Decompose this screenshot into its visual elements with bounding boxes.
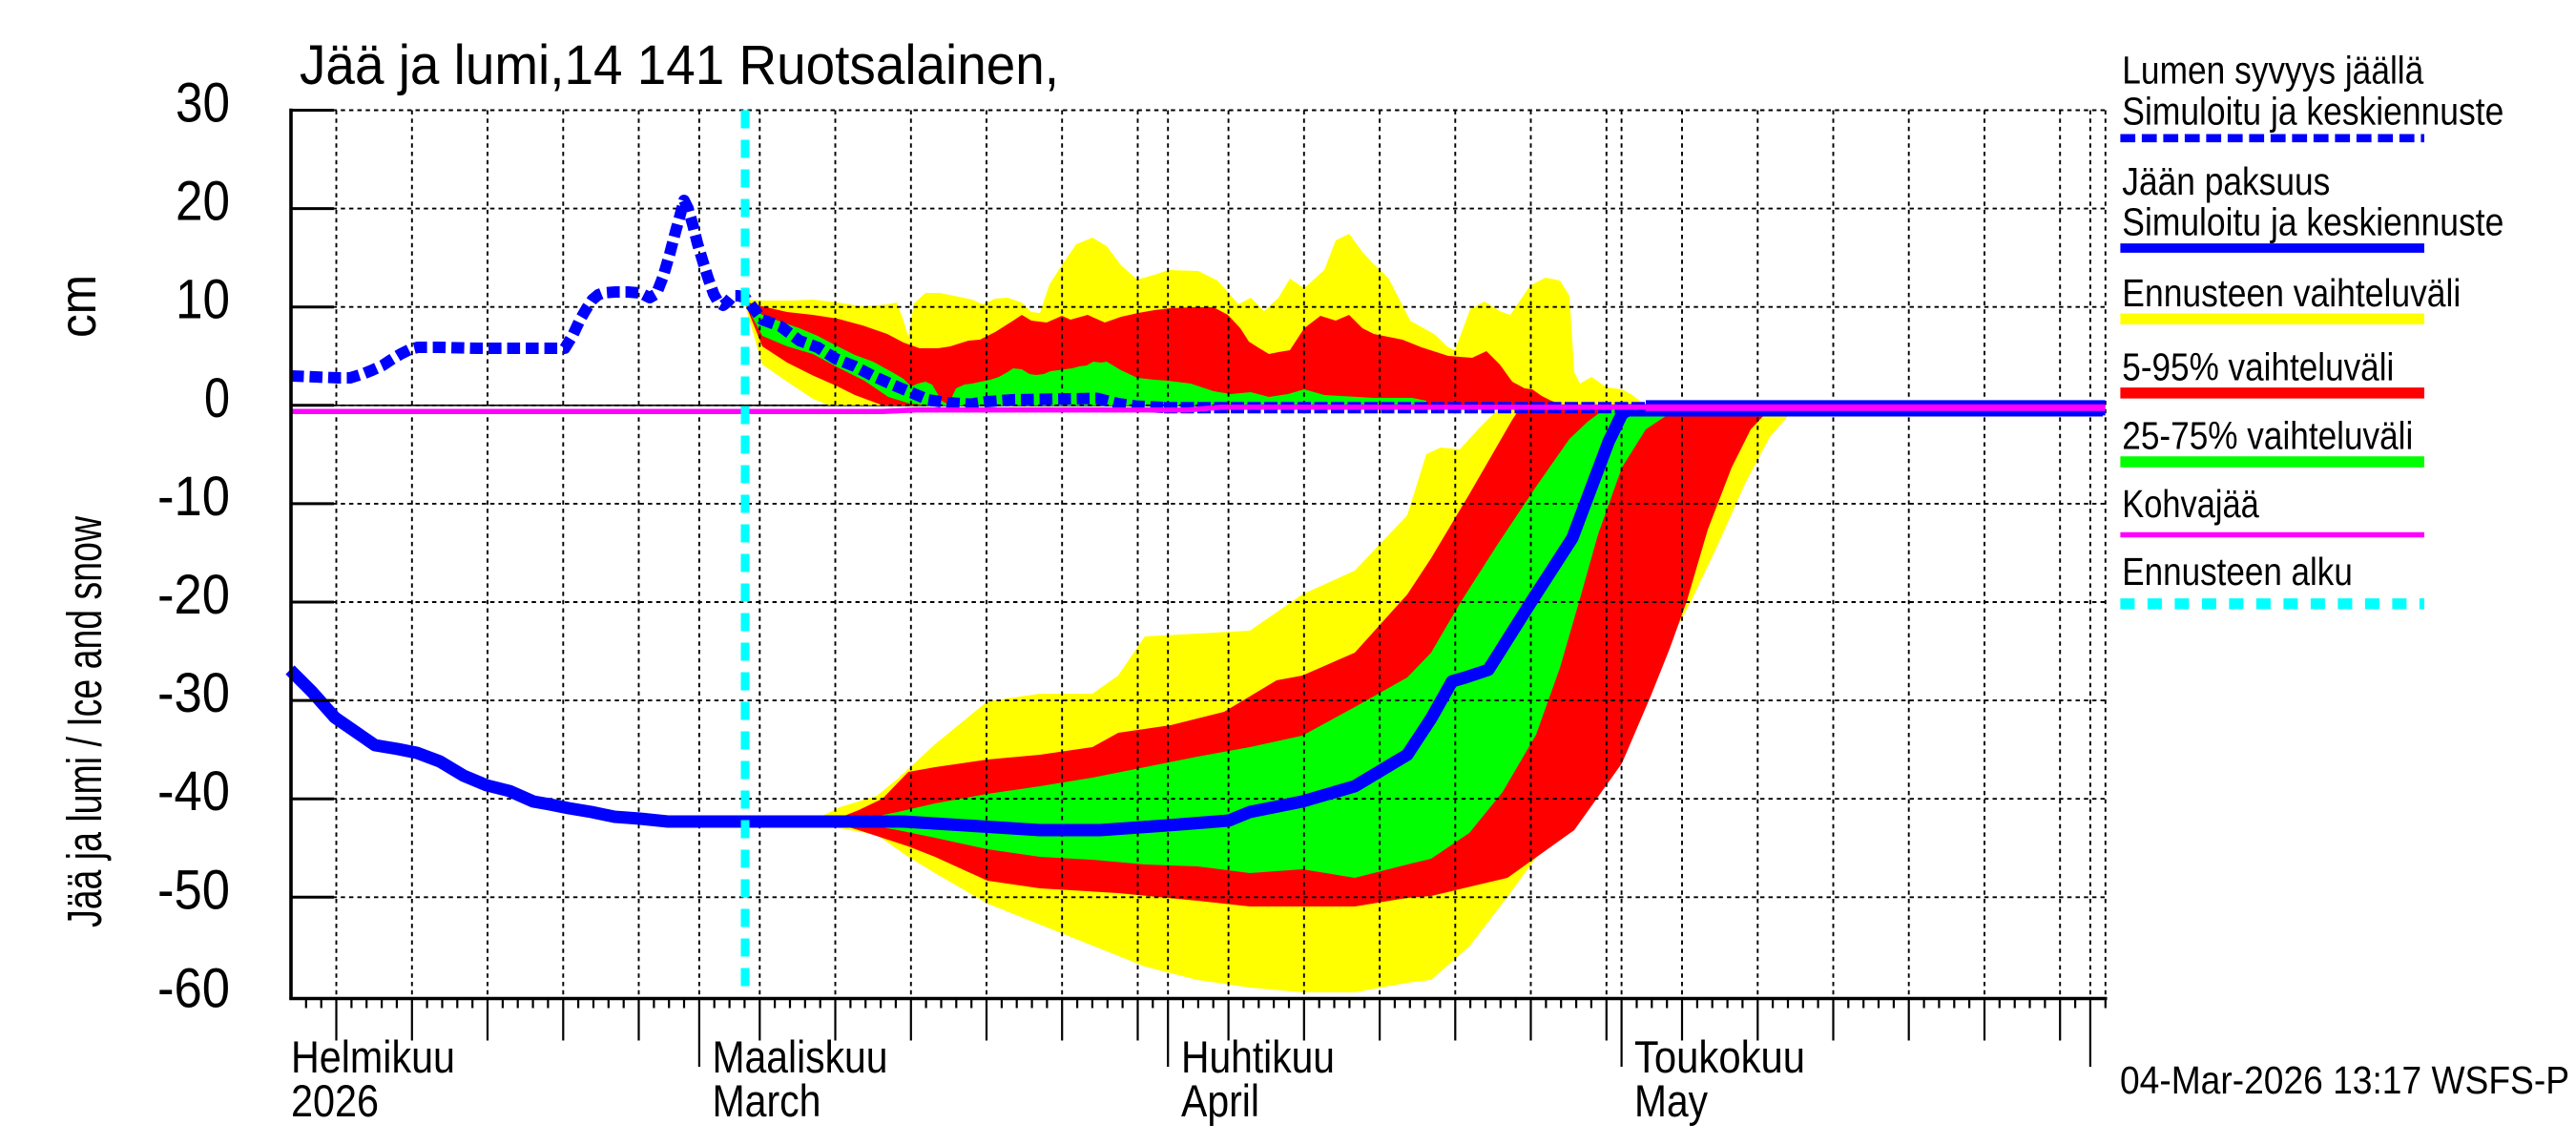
svg-text:-10: -10 [157,466,230,528]
svg-text:-50: -50 [157,859,230,921]
svg-text:Ennusteen vaihteluväli: Ennusteen vaihteluväli [2122,271,2461,315]
svg-text:-40: -40 [157,760,230,822]
svg-text:Kohvajää: Kohvajää [2122,482,2259,526]
svg-text:Toukokuu: Toukokuu [1634,1031,1805,1082]
svg-text:30: 30 [176,73,230,135]
svg-text:-20: -20 [157,564,230,626]
svg-text:5-95% vaihteluväli: 5-95% vaihteluväli [2122,344,2394,388]
svg-text:Huhtikuu: Huhtikuu [1181,1031,1335,1082]
svg-text:Simuloitu ja keskiennuste: Simuloitu ja keskiennuste [2122,199,2503,243]
svg-text:Jään paksuus: Jään paksuus [2122,159,2330,203]
svg-text:-30: -30 [157,662,230,724]
svg-text:Helmikuu: Helmikuu [291,1031,455,1082]
svg-text:-60: -60 [157,957,230,1019]
svg-text:Simuloitu ja keskiennuste: Simuloitu ja keskiennuste [2122,90,2503,134]
svg-text:April: April [1181,1075,1259,1126]
svg-text:10: 10 [176,269,230,331]
svg-text:May: May [1634,1075,1708,1126]
svg-text:cm: cm [50,275,107,338]
svg-text:Jää ja lumi / Ice and snow: Jää ja lumi / Ice and snow [57,516,112,927]
svg-text:20: 20 [176,171,230,233]
svg-text:Lumen syvyys jäällä: Lumen syvyys jäällä [2122,49,2423,93]
svg-text:Maaliskuu: Maaliskuu [713,1031,888,1082]
svg-text:2026: 2026 [291,1075,379,1126]
svg-text:25-75% vaihteluväli: 25-75% vaihteluväli [2122,414,2413,458]
svg-text:0: 0 [204,367,230,429]
svg-text:Jää ja lumi,14 141 Ruotsalaine: Jää ja lumi,14 141 Ruotsalainen, [300,34,1059,96]
svg-text:04-Mar-2026 13:17 WSFS-P: 04-Mar-2026 13:17 WSFS-P [2120,1058,2569,1102]
svg-text:Ennusteen alku: Ennusteen alku [2122,550,2353,593]
svg-text:March: March [713,1075,821,1126]
